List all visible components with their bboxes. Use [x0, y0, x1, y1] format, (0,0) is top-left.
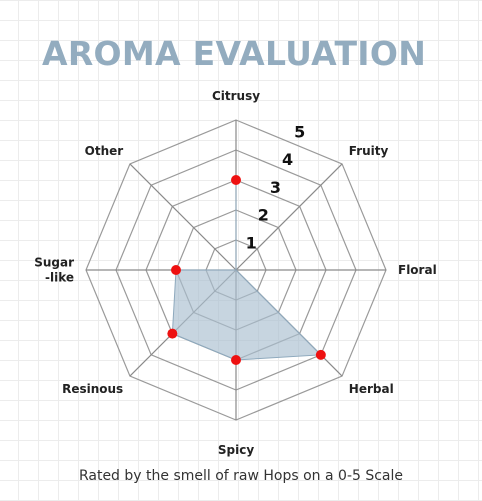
radial-tick-label: 1	[246, 233, 257, 252]
radial-tick-label: 4	[282, 150, 293, 169]
category-label: Herbal	[349, 382, 394, 396]
category-label: Floral	[398, 263, 437, 277]
data-point	[315, 349, 326, 360]
category-label: Other	[85, 144, 124, 158]
axis-spoke	[235, 163, 343, 271]
radial-tick-label: 2	[258, 206, 269, 225]
radial-tick-label: 3	[270, 178, 281, 197]
axis-spoke	[129, 163, 237, 271]
radar-series	[171, 180, 322, 361]
category-label: Sugar -like	[34, 256, 74, 285]
chart-caption: Rated by the smell of raw Hops on a 0-5 …	[78, 468, 404, 484]
data-point	[167, 328, 178, 339]
radar-points	[167, 175, 326, 365]
category-label: Citrusy	[212, 89, 260, 103]
category-label: Spicy	[218, 443, 254, 457]
category-label: Resinous	[62, 382, 123, 396]
series-area	[171, 180, 322, 361]
data-point	[171, 265, 181, 275]
category-labels: Citrusy Fruity Floral Herbal Spicy Resinous Su…	[34, 89, 436, 457]
category-label: Fruity	[349, 144, 389, 158]
chart-title: AROMA EVALUATION	[42, 34, 427, 73]
radial-tick-label: 5	[294, 122, 305, 141]
data-point	[231, 175, 241, 185]
data-point	[231, 355, 241, 365]
